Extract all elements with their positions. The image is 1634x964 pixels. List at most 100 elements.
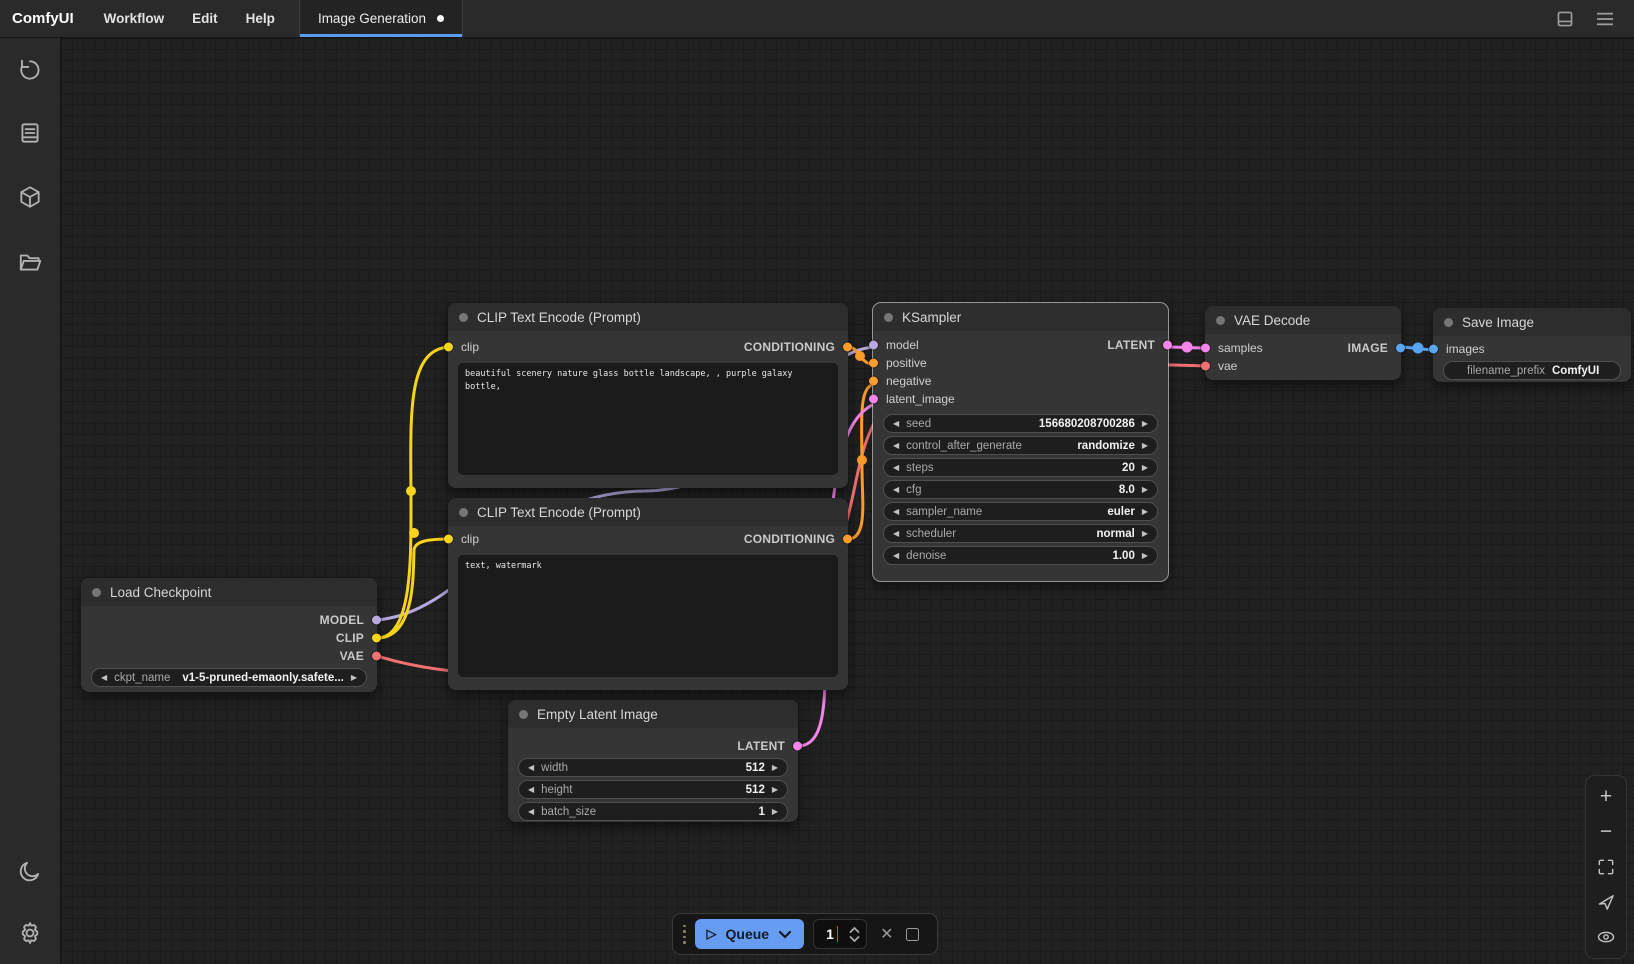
widget-width[interactable]: ◀ width 512 ▶ — [518, 758, 788, 777]
increment-icon[interactable]: ▶ — [1141, 440, 1148, 450]
sidebar-item-queue-history[interactable] — [15, 55, 45, 85]
node-header[interactable]: Save Image — [1433, 308, 1631, 336]
widget-scheduler[interactable]: ◀ scheduler normal ▶ — [883, 524, 1158, 543]
node-save-image[interactable]: Save Image images filename_prefix ComfyU… — [1429, 308, 1631, 382]
input-port-positive[interactable] — [869, 358, 878, 368]
step-up-icon[interactable] — [849, 926, 860, 933]
fit-view-button[interactable] — [1593, 854, 1619, 880]
widget-steps[interactable]: ◀ steps 20 ▶ — [883, 458, 1158, 477]
node-ksampler[interactable]: KSampler model LATENT positive negative … — [869, 302, 1172, 582]
decrement-icon[interactable]: ◀ — [893, 550, 900, 560]
bottom-panel-toggle-button[interactable] — [1550, 5, 1580, 33]
widget-ckpt-name[interactable]: ◀ ckpt_name v1-5-pruned-emaonly.safete..… — [91, 668, 367, 687]
node-header[interactable]: KSampler — [873, 303, 1168, 331]
sidebar-item-workflows[interactable] — [15, 247, 45, 277]
zoom-in-button[interactable]: + — [1593, 784, 1619, 810]
input-port-clip[interactable] — [444, 534, 453, 544]
tab-image-generation[interactable]: Image Generation — [299, 0, 464, 37]
node-header[interactable]: Empty Latent Image — [508, 700, 798, 728]
clear-queue-button[interactable]: ✕ — [876, 924, 897, 944]
widget-filename-prefix[interactable]: filename_prefix ComfyUI — [1443, 361, 1621, 380]
increment-icon[interactable]: ▶ — [771, 784, 778, 794]
prompt-textarea[interactable]: text, watermark — [458, 555, 838, 677]
decrement-icon[interactable]: ◀ — [893, 462, 900, 472]
menu-workflow[interactable]: Workflow — [103, 11, 165, 26]
output-port-conditioning[interactable] — [843, 534, 852, 544]
input-port-clip[interactable] — [444, 342, 453, 352]
decrement-icon[interactable]: ◀ — [893, 418, 900, 428]
chevron-down-icon[interactable] — [778, 930, 792, 939]
increment-icon[interactable]: ▶ — [1141, 462, 1148, 472]
input-port-samples[interactable] — [1201, 343, 1210, 353]
input-port-vae[interactable] — [1201, 361, 1210, 371]
sidebar-item-theme-toggle[interactable] — [15, 856, 45, 886]
collapse-dot[interactable] — [1216, 315, 1225, 325]
node-empty-latent-image[interactable]: Empty Latent Image LATENT ◀ width 512 ▶ … — [508, 700, 802, 822]
next-value-icon[interactable]: ▶ — [1141, 528, 1148, 538]
node-graph-canvas[interactable] — [61, 38, 1634, 964]
output-port-latent[interactable] — [1163, 340, 1172, 350]
increment-icon[interactable]: ▶ — [1141, 550, 1148, 560]
increment-icon[interactable]: ▶ — [1141, 418, 1148, 428]
stop-button[interactable] — [906, 927, 920, 941]
collapse-dot[interactable] — [1444, 317, 1453, 327]
node-load-checkpoint[interactable]: Load Checkpoint MODEL CLIP VAE ◀ ckpt_na… — [81, 578, 381, 692]
widget-height[interactable]: ◀ height 512 ▶ — [518, 780, 788, 799]
decrement-icon[interactable]: ◀ — [528, 806, 535, 816]
widget-control-after-generate[interactable]: ◀ control_after_generate randomize ▶ — [883, 436, 1158, 455]
collapse-dot[interactable] — [459, 312, 468, 322]
decrement-icon[interactable]: ◀ — [893, 440, 900, 450]
widget-sampler-name[interactable]: ◀ sampler_name euler ▶ — [883, 502, 1158, 521]
node-header[interactable]: Load Checkpoint — [81, 578, 377, 606]
next-value-icon[interactable]: ▶ — [350, 672, 357, 682]
zoom-out-button[interactable]: − — [1593, 819, 1619, 845]
queue-button[interactable]: ▷ Queue — [694, 919, 805, 949]
widget-seed[interactable]: ◀ seed 156680208700286 ▶ — [883, 414, 1158, 433]
increment-icon[interactable]: ▶ — [771, 762, 778, 772]
sidebar-item-settings[interactable] — [15, 918, 45, 948]
main-menu-button[interactable] — [1590, 5, 1620, 33]
output-port-clip[interactable] — [372, 633, 381, 643]
decrement-icon[interactable]: ◀ — [528, 784, 535, 794]
node-header[interactable]: VAE Decode — [1205, 306, 1401, 334]
next-value-icon[interactable]: ▶ — [1141, 506, 1148, 516]
prev-value-icon[interactable]: ◀ — [101, 672, 108, 682]
input-port-images[interactable] — [1429, 344, 1438, 354]
output-port-latent[interactable] — [793, 741, 802, 751]
widget-denoise[interactable]: ◀ denoise 1.00 ▶ — [883, 546, 1158, 565]
output-port-image[interactable] — [1396, 343, 1405, 353]
collapse-dot[interactable] — [92, 587, 101, 597]
decrement-icon[interactable]: ◀ — [893, 484, 900, 494]
drag-handle-icon[interactable] — [683, 924, 686, 944]
node-clip-text-encode-positive[interactable]: CLIP Text Encode (Prompt) clip CONDITION… — [444, 303, 852, 488]
collapse-dot[interactable] — [459, 507, 468, 517]
input-port-model[interactable] — [869, 340, 878, 350]
prompt-textarea[interactable]: beautiful scenery nature glass bottle la… — [458, 363, 838, 475]
toggle-link-visibility-button[interactable] — [1593, 924, 1619, 950]
node-vae-decode[interactable]: VAE Decode samples IMAGE vae — [1201, 306, 1405, 380]
menu-help[interactable]: Help — [245, 11, 275, 26]
output-port-vae[interactable] — [372, 651, 381, 661]
node-header[interactable]: CLIP Text Encode (Prompt) — [448, 498, 848, 526]
increment-icon[interactable]: ▶ — [1141, 484, 1148, 494]
output-port-model[interactable] — [372, 615, 381, 625]
output-port-conditioning[interactable] — [843, 342, 852, 352]
sidebar-item-node-library[interactable] — [15, 118, 45, 148]
input-port-latent-image[interactable] — [869, 394, 878, 404]
decrement-icon[interactable]: ◀ — [528, 762, 535, 772]
widget-cfg[interactable]: ◀ cfg 8.0 ▶ — [883, 480, 1158, 499]
node-header[interactable]: CLIP Text Encode (Prompt) — [448, 303, 848, 331]
collapse-dot[interactable] — [884, 312, 893, 322]
increment-icon[interactable]: ▶ — [771, 806, 778, 816]
prev-value-icon[interactable]: ◀ — [893, 528, 900, 538]
prev-value-icon[interactable]: ◀ — [893, 506, 900, 516]
menu-edit[interactable]: Edit — [192, 11, 218, 26]
widget-batch-size[interactable]: ◀ batch_size 1 ▶ — [518, 802, 788, 821]
sidebar-item-model-library[interactable] — [15, 182, 45, 212]
node-clip-text-encode-negative[interactable]: CLIP Text Encode (Prompt) clip CONDITION… — [444, 498, 852, 690]
input-port-negative[interactable] — [869, 376, 878, 386]
select-mode-button[interactable] — [1593, 889, 1619, 915]
step-down-icon[interactable] — [849, 935, 860, 942]
collapse-dot[interactable] — [519, 709, 528, 719]
batch-count-input[interactable]: 1 — [813, 919, 868, 949]
